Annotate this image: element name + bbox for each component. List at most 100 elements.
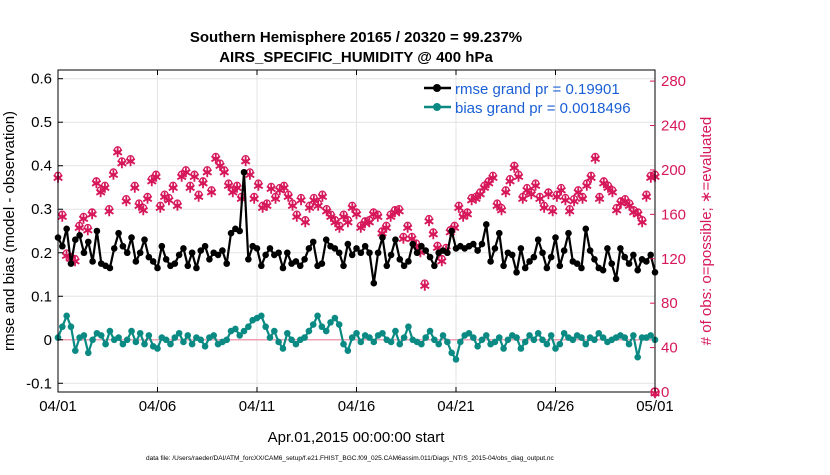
rmse-point [470, 240, 477, 248]
obs-possible-point [79, 212, 88, 221]
rmse-point [422, 247, 430, 254]
bias-point [279, 345, 287, 352]
obs-evaluated-point: ∗ [606, 184, 619, 201]
obs-evaluated-point: ∗ [589, 151, 602, 168]
rmse-point [245, 255, 252, 263]
rmse-point [206, 255, 213, 263]
obs-evaluated-point: ∗ [137, 202, 150, 219]
obs-possible-point [135, 199, 143, 208]
bias-point [387, 338, 395, 346]
obs-evaluated-point: ∗ [227, 184, 240, 201]
obs-evaluated-point: ∗ [491, 197, 504, 214]
rmse-point [534, 236, 542, 244]
bias-point [132, 338, 140, 346]
bias-point [175, 329, 183, 337]
obs-evaluated-point: ∗ [346, 200, 359, 217]
legend-bias-label: bias grand pr = 0.0018496 [455, 100, 631, 117]
obs-evaluated-point: ∗ [465, 192, 478, 209]
rmse-point [361, 242, 369, 250]
bias-point [431, 336, 438, 344]
obs-possible-point [386, 210, 395, 219]
obs-possible-point [199, 177, 207, 185]
y-right-tick-label: 160 [661, 206, 686, 223]
bias-point [184, 332, 192, 339]
bias-point [547, 332, 555, 339]
obs-possible-point [595, 192, 604, 201]
bias-point [569, 336, 577, 344]
bias-point [102, 340, 109, 348]
rmse-point [214, 251, 222, 259]
bias-point [335, 321, 343, 328]
obs-evaluated-point: ∗ [354, 220, 367, 237]
bias-point [500, 345, 507, 352]
bias-point [353, 329, 360, 337]
rmse-point [474, 247, 481, 254]
rmse-point [305, 245, 313, 252]
obs-evaluated-point: ∗ [222, 177, 235, 194]
bias-point [89, 336, 96, 344]
obs-possible-point [186, 181, 195, 190]
obs-evaluated-point: ∗ [418, 277, 431, 294]
obs-possible-point [322, 204, 331, 213]
bias-point [426, 327, 434, 335]
obs-evaluated-point: ∗ [107, 166, 120, 183]
obs-possible-point [540, 201, 548, 210]
rmse-point [560, 247, 568, 254]
y-right-tick-label: 80 [661, 295, 678, 312]
obs-possible-point [561, 193, 570, 202]
obs-possible-point [207, 186, 216, 194]
obs-possible-point [318, 190, 327, 199]
obs-possible-point [118, 157, 126, 165]
obs-possible-point [373, 210, 382, 219]
obs-evaluated-point: ∗ [508, 160, 521, 177]
obs-possible-point [548, 204, 557, 213]
obs-evaluated-point: ∗ [453, 200, 466, 217]
obs-evaluated-point: ∗ [359, 215, 372, 232]
obs-evaluated-point: ∗ [201, 164, 214, 181]
bias-point [314, 312, 321, 320]
rmse-point [482, 221, 490, 228]
obs-possible-point [582, 179, 591, 188]
rmse-point [517, 245, 525, 252]
obs-possible-point [331, 216, 340, 224]
rmse-point [444, 249, 451, 257]
obs-possible-point [280, 181, 288, 190]
obs-evaluated-point: ∗ [470, 191, 483, 208]
rmse-point [197, 247, 205, 254]
bias-point [517, 345, 525, 352]
obs-evaluated-point: ∗ [397, 231, 410, 248]
obs-evaluated-point: ∗ [261, 197, 274, 214]
obs-possible-point [156, 201, 165, 210]
bias-point [595, 329, 603, 337]
obs-evaluated-point: ∗ [167, 180, 180, 197]
obs-possible-point [250, 192, 259, 201]
obs-possible-point [506, 174, 514, 183]
obs-evaluated-point: ∗ [120, 193, 133, 210]
rmse-point [76, 232, 83, 239]
obs-evaluated-point: ∗ [94, 184, 107, 201]
obs-possible-point [403, 221, 412, 230]
bias-point [444, 338, 451, 346]
bias-point [84, 349, 92, 357]
rmse-point [110, 245, 118, 252]
obs-possible-point [497, 203, 506, 212]
obs-evaluated-point: ∗ [256, 200, 269, 217]
obs-evaluated-point: ∗ [632, 206, 645, 223]
obs-evaluated-point: ∗ [393, 203, 406, 220]
obs-evaluated-point: ∗ [273, 182, 286, 199]
rmse-point [556, 262, 564, 270]
obs-evaluated-point: ∗ [56, 208, 69, 225]
rmse-point [279, 264, 287, 272]
obs-evaluated-point: ∗ [482, 175, 495, 192]
obs-possible-point [454, 201, 463, 210]
obs-evaluated-point: ∗ [636, 214, 649, 231]
legend-rmse-marker [433, 84, 441, 92]
rmse-point [171, 260, 179, 267]
obs-possible-point [425, 214, 433, 223]
rmse-point [93, 227, 101, 235]
rmse-point [405, 258, 412, 265]
rmse-point [201, 242, 209, 250]
rmse-point [478, 240, 486, 248]
obs-evaluated-point: ∗ [640, 188, 653, 205]
obs-evaluated-point: ∗ [111, 144, 124, 161]
